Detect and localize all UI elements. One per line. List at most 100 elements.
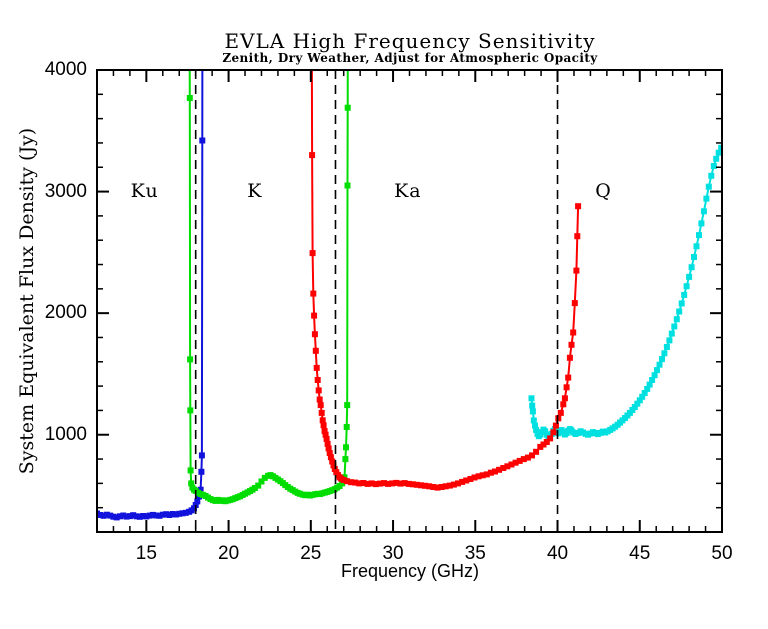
x-axis-title: Frequency (GHz) — [340, 561, 480, 581]
data-point-marker — [194, 498, 201, 505]
x-tick-label-25: 25 — [300, 543, 322, 564]
data-point-marker — [413, 481, 420, 488]
data-point-marker — [340, 477, 347, 483]
data-point-marker — [520, 456, 527, 463]
data-point-marker — [708, 172, 715, 179]
x-tick-label-35: 35 — [464, 543, 486, 564]
data-point-marker — [710, 163, 717, 169]
data-point-marker — [500, 465, 507, 471]
data-point-marker — [110, 513, 117, 520]
series-ku-band — [97, 70, 206, 521]
data-point-marker — [463, 477, 470, 484]
data-point-marker — [691, 254, 697, 260]
data-point-marker — [668, 330, 675, 337]
data-point-marker — [479, 472, 486, 479]
data-point-marker — [467, 476, 474, 482]
data-point-marker — [163, 511, 170, 518]
data-point-marker — [316, 396, 323, 403]
data-point-marker — [100, 512, 107, 519]
series-ka-line — [310, 70, 580, 489]
data-point-marker — [512, 459, 519, 466]
data-point-marker — [103, 511, 110, 518]
data-point-marker — [323, 436, 330, 442]
x-tick-label-40: 40 — [546, 543, 569, 564]
data-point-marker — [693, 243, 700, 250]
data-point-marker — [368, 480, 375, 487]
data-point-marker — [372, 481, 379, 488]
data-point-marker — [666, 337, 673, 344]
data-point-marker — [113, 514, 120, 521]
data-point-marker — [543, 431, 550, 438]
data-point-marker — [159, 511, 166, 518]
data-point-marker — [634, 400, 641, 407]
data-point-marker — [312, 347, 319, 354]
data-point-marker — [156, 512, 163, 519]
data-point-marker — [343, 444, 349, 451]
data-point-marker — [344, 182, 351, 189]
data-point-marker — [446, 482, 453, 489]
data-point-marker — [149, 511, 156, 518]
data-point-marker — [504, 463, 511, 470]
data-point-marker — [557, 409, 564, 416]
data-point-marker — [537, 443, 544, 450]
data-point-marker — [529, 452, 535, 459]
data-point-marker — [566, 354, 573, 361]
data-point-marker — [123, 513, 130, 520]
data-point-marker — [705, 183, 712, 190]
data-point-marker — [636, 397, 643, 404]
chart-subtitle: Zenith, Dry Weather, Adjust for Atmosphe… — [222, 51, 598, 65]
data-point-marker — [644, 385, 651, 392]
data-point-marker — [197, 486, 204, 493]
band-label-ka: Ka — [394, 179, 422, 202]
data-point-marker — [563, 384, 570, 391]
data-point-marker — [191, 505, 197, 512]
data-point-marker — [146, 512, 153, 519]
data-point-marker — [718, 144, 722, 151]
data-point-marker — [329, 458, 336, 465]
data-point-marker — [313, 364, 320, 371]
chart-title: EVLA High Frequency Sensitivity — [224, 29, 596, 53]
axis-ticks — [97, 69, 723, 532]
data-point-marker — [182, 509, 189, 516]
data-point-marker — [678, 300, 685, 307]
data-point-marker — [321, 428, 328, 435]
data-point-marker — [438, 484, 445, 490]
data-point-marker — [153, 512, 160, 519]
data-point-marker — [309, 250, 316, 257]
data-point-marker — [568, 341, 575, 348]
data-point-marker — [496, 466, 503, 473]
data-point-marker — [117, 513, 123, 520]
data-point-marker — [310, 290, 317, 297]
data-point-marker — [324, 440, 331, 447]
data-point-marker — [107, 512, 114, 519]
data-point-marker — [97, 512, 104, 518]
band-label-ku: Ku — [130, 179, 159, 202]
data-point-marker — [430, 484, 437, 490]
data-point-marker — [319, 417, 326, 424]
data-series-layer — [97, 70, 722, 521]
data-point-marker — [508, 461, 515, 468]
data-point-marker — [703, 195, 710, 202]
data-point-marker — [198, 452, 205, 459]
data-point-marker — [348, 479, 355, 486]
data-point-marker — [663, 344, 670, 350]
data-point-marker — [560, 401, 567, 408]
data-point-marker — [550, 429, 557, 436]
data-point-marker — [715, 149, 722, 156]
data-point-marker — [696, 232, 702, 239]
x-tick-label-45: 45 — [629, 543, 651, 564]
data-point-marker — [385, 480, 392, 487]
y-tick-label-1000: 1000 — [44, 423, 87, 445]
data-point-marker — [571, 300, 578, 307]
data-point-marker — [136, 513, 143, 520]
data-point-marker — [187, 467, 194, 474]
data-point-marker — [326, 450, 333, 456]
data-point-marker — [405, 480, 412, 487]
data-point-marker — [126, 513, 133, 520]
data-point-marker — [409, 481, 416, 488]
data-point-marker — [381, 480, 387, 487]
data-point-marker — [143, 513, 150, 520]
data-point-marker — [343, 424, 350, 430]
data-point-marker — [325, 445, 332, 452]
series-ku-line — [97, 70, 204, 519]
